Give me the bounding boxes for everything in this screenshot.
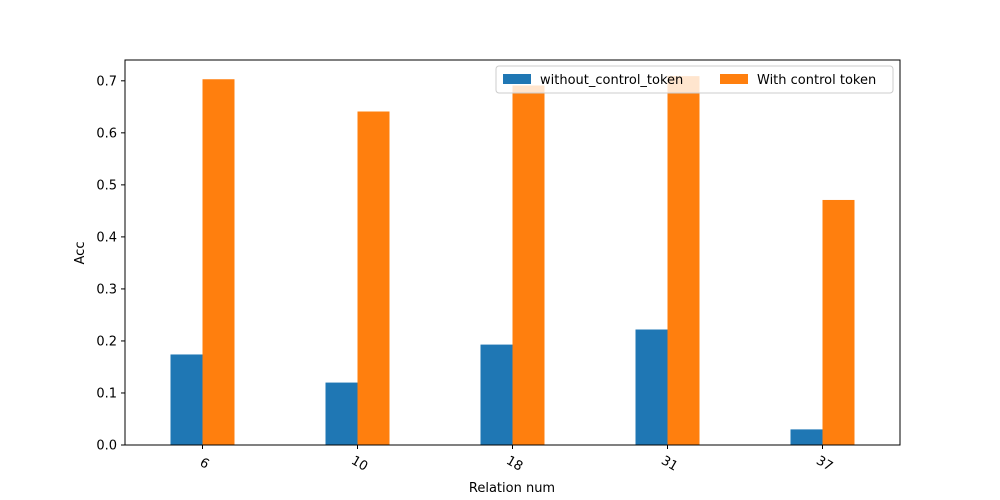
- axes-layer: 6 10 18 31 37 0.0 0.1 0.2 0.3 0.4 0.5 0.6 0.7: [96, 59, 901, 475]
- bar-without-control-token-37: [790, 429, 823, 445]
- y-tick-label: 0.1: [96, 386, 117, 401]
- x-tick-label: 37: [813, 453, 835, 474]
- x-tick-label: 18: [503, 453, 525, 474]
- x-tick-label: 10: [348, 453, 370, 474]
- legend-swatch: [720, 74, 748, 84]
- bar-without-control-token-18: [480, 344, 513, 445]
- bar-with-control-token-37: [822, 199, 855, 445]
- bars-layer: [170, 76, 855, 446]
- legend-box: [495, 65, 894, 94]
- legend-swatch: [503, 74, 531, 84]
- bar-without-control-token-31: [635, 329, 668, 445]
- y-tick-label: 0.4: [96, 230, 117, 245]
- y-tick-label: 0.2: [96, 334, 117, 349]
- y-tick-label: 0.7: [96, 74, 117, 89]
- bar-without-control-token-6: [170, 354, 203, 445]
- bar-with-control-token-10: [357, 111, 390, 445]
- plot-frame: [124, 59, 901, 446]
- y-tick-label: 0.5: [96, 178, 117, 193]
- bar-with-control-token-18: [512, 85, 545, 446]
- y-axis-label: Acc: [73, 242, 88, 265]
- legend: without_control_token With control token: [495, 65, 894, 94]
- legend-label: With control token: [757, 73, 876, 88]
- x-tick-label: 31: [658, 453, 680, 474]
- y-tick-label: 0.0: [96, 439, 117, 454]
- legend-label: without_control_token: [540, 73, 683, 88]
- y-tick-label: 0.3: [96, 282, 117, 297]
- y-tick-label: 0.6: [96, 126, 117, 141]
- x-axis-label: Relation num: [469, 481, 555, 496]
- bar-with-control-token-6: [202, 79, 235, 445]
- x-tick-label: 6: [197, 455, 212, 472]
- bar-without-control-token-10: [325, 382, 358, 445]
- bar-with-control-token-31: [667, 76, 700, 445]
